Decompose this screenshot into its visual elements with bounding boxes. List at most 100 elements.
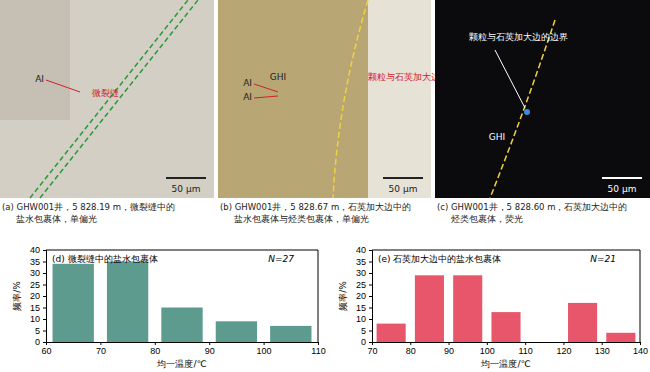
frame (318, 250, 319, 342)
tick-mark (155, 342, 156, 345)
photo-texture (0, 0, 70, 120)
bar (216, 321, 257, 342)
caption: (b) GHW001井，5 828.67 m，石英加大边中的 (220, 202, 411, 212)
tick: 40 (30, 245, 46, 255)
photo-label: 微裂缝 (92, 88, 119, 98)
tick-label: 100 (480, 346, 495, 356)
photo-texture (368, 0, 431, 198)
tick: 70 (367, 342, 377, 356)
bar (270, 326, 311, 342)
caption: 烃类包裹体，荧光 (451, 214, 523, 224)
tick-label: 80 (150, 346, 160, 356)
axis-line (47, 343, 319, 346)
tick-mark (100, 342, 101, 345)
bar (491, 312, 520, 342)
tick-mark (369, 308, 372, 309)
tick: 0 (35, 337, 46, 347)
tick-mark (43, 331, 46, 332)
tick: 30 (356, 268, 372, 278)
bar (415, 275, 444, 342)
tick-mark (525, 342, 526, 345)
tick: 90 (444, 342, 454, 356)
tick-label: 40 (30, 245, 40, 255)
tick: 100 (480, 342, 495, 356)
bar (453, 275, 482, 342)
tick-label: 70 (96, 346, 106, 356)
pointer (254, 96, 278, 98)
tick-mark (369, 342, 372, 343)
frame (46, 250, 318, 251)
tick-mark (43, 250, 46, 251)
chart: 607080901001100510152025303540(d) 微裂缝中的盐… (12, 245, 326, 369)
tick-label: 110 (518, 346, 532, 356)
scale-label: 50 μm (608, 184, 637, 194)
bar (377, 324, 406, 342)
tick-mark (487, 342, 488, 345)
tick-mark (43, 273, 46, 274)
scale-bar (383, 177, 423, 179)
tick: 5 (35, 326, 46, 336)
tick-mark (43, 285, 46, 286)
tick: 20 (356, 291, 372, 301)
tick-label: 0 (361, 337, 366, 347)
tick: 0 (361, 337, 372, 347)
photo-label: AI (35, 74, 44, 84)
x-axis-title: 均一温度/℃ (480, 359, 530, 369)
tick-label: 20 (356, 291, 366, 301)
tick-mark (602, 342, 603, 345)
tick-mark (369, 296, 372, 297)
caption: 盐水包裹体与烃类包裹体，单偏光 (234, 214, 369, 224)
annotation: N=27 (268, 254, 294, 264)
boundary-line (490, 20, 555, 198)
tick-mark (369, 250, 372, 251)
axis-line (369, 251, 373, 343)
tick-label: 25 (30, 280, 40, 290)
bar (161, 308, 202, 343)
fracture-line (40, 0, 198, 198)
scale-label: 50 μm (172, 184, 201, 194)
tick-label: 140 (633, 346, 648, 356)
tick-label: 90 (205, 346, 215, 356)
caption: (c) GHW001井，5 828.60 m，石英加大边中的 (437, 202, 627, 212)
photo (218, 0, 431, 198)
chart-title: (d) 微裂缝中的盐水包裹体 (52, 254, 158, 264)
photo-panel: AI 微裂缝 50 μm (a) GHW001井，5 828.19 m，微裂缝中的盐水… (0, 0, 214, 224)
tick-mark (369, 319, 372, 320)
tick: 90 (205, 342, 215, 356)
caption: (a) GHW001井，5 828.19 m，微裂缝中的 (2, 202, 175, 212)
photo-panel: 颗粒与石英加大边的边界GHI50 μm(c) GHW001井，5 828.60 … (435, 0, 650, 224)
bar (107, 262, 148, 343)
tick-label: 15 (356, 303, 366, 313)
tick-label: 30 (30, 268, 40, 278)
photo-label: AI (243, 92, 252, 102)
tick: 70 (96, 342, 106, 356)
tick-label: 35 (30, 257, 40, 267)
tick-mark (43, 262, 46, 263)
x-axis-title: 均一温度/℃ (156, 359, 206, 369)
tick: 120 (556, 342, 571, 356)
pointer (495, 50, 525, 108)
tick: 10 (30, 314, 46, 324)
tick: 15 (356, 303, 372, 313)
x-axis: 708090100110120130140 (367, 342, 648, 356)
tick-label: 40 (356, 245, 366, 255)
tick-mark (264, 342, 265, 345)
tick: 130 (595, 342, 610, 356)
tick-mark (563, 342, 564, 345)
photo (435, 0, 650, 198)
tick-mark (43, 319, 46, 320)
bars (53, 262, 312, 343)
caption: 盐水包裹体，单偏光 (16, 214, 97, 224)
tick-label: 100 (257, 346, 272, 356)
tick: 35 (30, 257, 46, 267)
fluorescence-spot (524, 109, 530, 115)
tick-mark (43, 296, 46, 297)
tick-label: 5 (35, 326, 40, 336)
tick-mark (369, 331, 372, 332)
tick: 30 (30, 268, 46, 278)
tick-mark (410, 342, 411, 345)
tick: 10 (356, 314, 372, 324)
boundary-line (333, 0, 368, 198)
y-axis: 0510152025303540 (356, 245, 373, 347)
photo-label: GHI (489, 132, 505, 142)
